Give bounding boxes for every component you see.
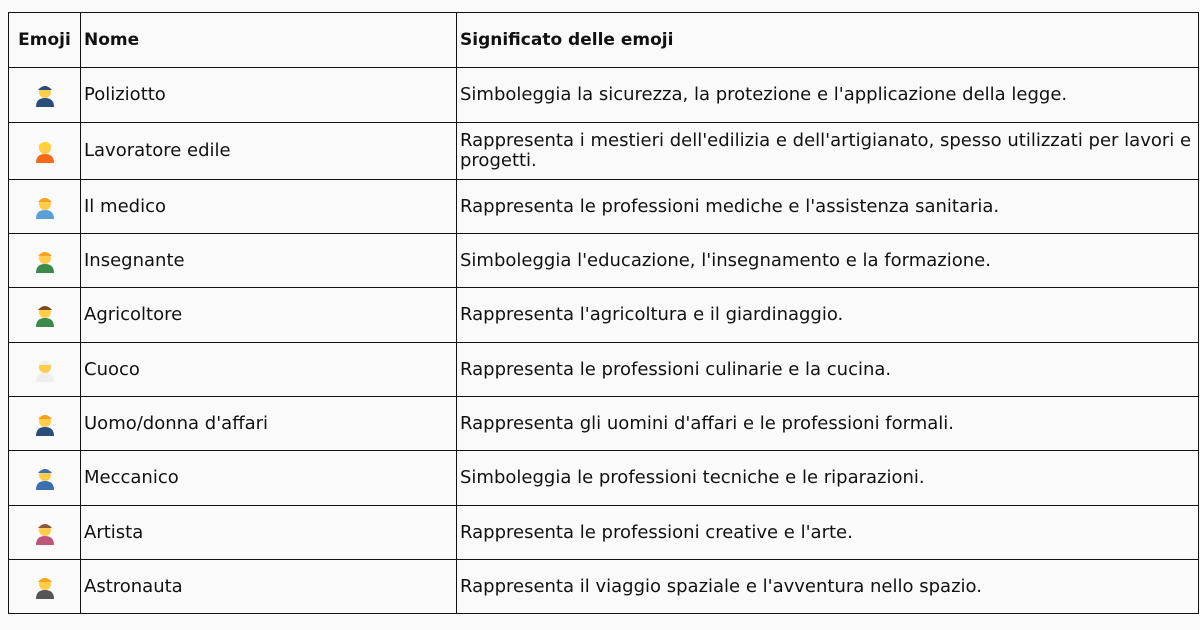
emoji-cell xyxy=(8,450,81,506)
health-worker-icon xyxy=(35,197,54,219)
table-row: Agricoltore Rappresenta l'agricoltura e … xyxy=(8,287,1199,343)
profession-meaning: Rappresenta gli uomini d'affari e le pro… xyxy=(456,396,1199,451)
table-header-row: Emoji Nome Significato delle emoji xyxy=(8,12,1199,68)
table-row: Artista Rappresenta le professioni creat… xyxy=(8,505,1199,560)
profession-meaning: Rappresenta le professioni mediche e l'a… xyxy=(456,179,1199,234)
profession-meaning: Simboleggia le professioni tecniche e le… xyxy=(456,450,1199,506)
emoji-cell xyxy=(8,559,81,614)
profession-name: Cuoco xyxy=(80,342,457,397)
profession-name: Agricoltore xyxy=(80,287,457,343)
emoji-cell xyxy=(8,396,81,451)
table-row: Cuoco Rappresenta le professioni culinar… xyxy=(8,342,1199,397)
table-row: Astronauta Rappresenta il viaggio spazia… xyxy=(8,559,1199,614)
profession-name: Meccanico xyxy=(80,450,457,506)
header-name: Nome xyxy=(80,12,457,68)
police-officer-icon xyxy=(35,86,54,107)
mechanic-icon xyxy=(35,469,54,490)
cook-icon xyxy=(35,360,54,382)
table-row: Lavoratore edile Rappresenta i mestieri … xyxy=(8,122,1199,180)
profession-name: Artista xyxy=(80,505,457,560)
office-worker-icon xyxy=(35,414,54,436)
table-row: Uomo/donna d'affari Rappresenta gli uomi… xyxy=(8,396,1199,451)
table-row: Meccanico Simboleggia le professioni tec… xyxy=(8,450,1199,506)
emoji-cell xyxy=(8,233,81,288)
profession-meaning: Rappresenta i mestieri dell'edilizia e d… xyxy=(456,122,1199,180)
emoji-cell xyxy=(8,505,81,560)
header-meaning: Significato delle emoji xyxy=(456,12,1199,68)
profession-name: Astronauta xyxy=(80,559,457,614)
table-row: Il medico Rappresenta le professioni med… xyxy=(8,179,1199,234)
emoji-cell xyxy=(8,342,81,397)
teacher-icon xyxy=(35,251,54,273)
astronaut-icon xyxy=(35,577,54,599)
table-row: Poliziotto Simboleggia la sicurezza, la … xyxy=(8,67,1199,123)
profession-name: Insegnante xyxy=(80,233,457,288)
profession-name: Lavoratore edile xyxy=(80,122,457,180)
profession-meaning: Simboleggia la sicurezza, la protezione … xyxy=(456,67,1199,123)
emoji-cell xyxy=(8,67,81,123)
emoji-cell xyxy=(8,122,81,180)
construction-worker-icon xyxy=(35,142,54,163)
farmer-icon xyxy=(35,306,54,327)
emoji-cell xyxy=(8,179,81,234)
profession-name: Poliziotto xyxy=(80,67,457,123)
header-emoji: Emoji xyxy=(8,12,81,68)
professions-emoji-table: Emoji Nome Significato delle emoji Poliz… xyxy=(8,12,1199,614)
profession-meaning: Rappresenta l'agricoltura e il giardinag… xyxy=(456,287,1199,343)
emoji-cell xyxy=(8,287,81,343)
profession-name: Uomo/donna d'affari xyxy=(80,396,457,451)
profession-meaning: Simboleggia l'educazione, l'insegnamento… xyxy=(456,233,1199,288)
profession-name: Il medico xyxy=(80,179,457,234)
artist-icon xyxy=(35,523,54,545)
profession-meaning: Rappresenta le professioni creative e l'… xyxy=(456,505,1199,560)
table-row: Insegnante Simboleggia l'educazione, l'i… xyxy=(8,233,1199,288)
profession-meaning: Rappresenta le professioni culinarie e l… xyxy=(456,342,1199,397)
profession-meaning: Rappresenta il viaggio spaziale e l'avve… xyxy=(456,559,1199,614)
